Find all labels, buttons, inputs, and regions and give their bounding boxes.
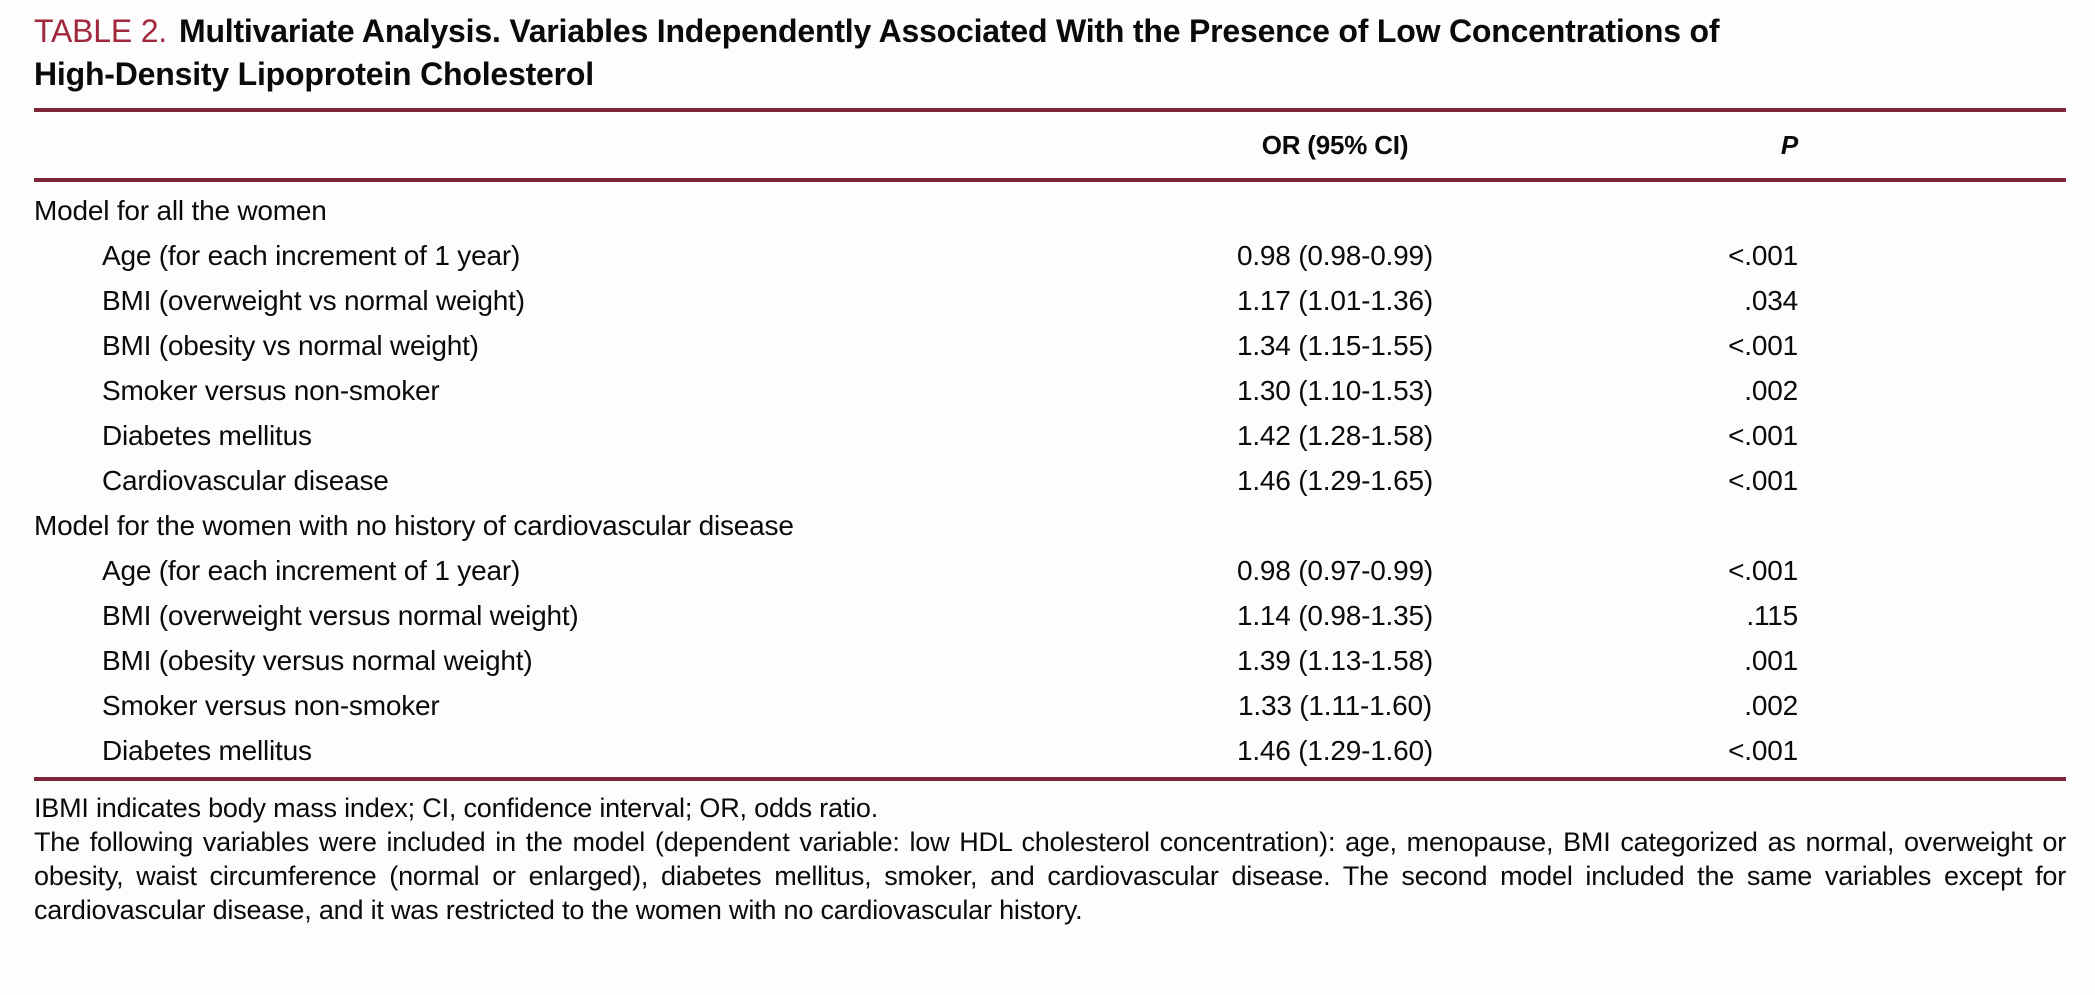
row-p-value: .115	[1746, 599, 1798, 631]
row-variable-label: BMI (overweight vs normal weight)	[102, 284, 525, 316]
row-variable-label: Model for all the women	[34, 194, 327, 226]
row-variable-label: BMI (obesity vs normal weight)	[102, 329, 479, 361]
table-title-line2: High-Density Lipoprotein Cholesterol	[34, 56, 594, 92]
table-row: Cardiovascular disease 1.46 (1.29-1.65) …	[34, 458, 2066, 503]
footnotes: IBMI indicates body mass index; CI, conf…	[34, 791, 2066, 927]
row-or-value: 1.30 (1.10-1.53)	[1236, 374, 1434, 406]
row-or-value: 0.98 (0.97-0.99)	[1236, 554, 1434, 586]
row-or-value: 1.46 (1.29-1.60)	[1236, 734, 1434, 766]
rule-bottom	[34, 777, 2066, 781]
row-variable-label: Smoker versus non-smoker	[102, 374, 440, 406]
table-body: Model for all the women Age (for each in…	[34, 182, 2066, 777]
row-or-value: 1.42 (1.28-1.58)	[1236, 419, 1434, 451]
table-row: Age (for each increment of 1 year) 0.98 …	[34, 233, 2066, 278]
table-row: Diabetes mellitus 1.46 (1.29-1.60) <.001	[34, 728, 2066, 773]
row-variable-label: Diabetes mellitus	[102, 419, 312, 451]
rule-top	[34, 108, 2066, 112]
row-variable-label: BMI (obesity versus normal weight)	[102, 644, 533, 676]
row-or-value: 1.34 (1.15-1.55)	[1236, 329, 1434, 361]
table-row: Model for the women with no history of c…	[34, 503, 2066, 548]
row-p-value: <.001	[1728, 419, 1798, 451]
page-title: TABLE 2. Multivariate Analysis. Variables…	[34, 10, 2066, 96]
row-p-value: .001	[1744, 644, 1798, 676]
row-p-value: <.001	[1728, 329, 1798, 361]
row-p-value: <.001	[1728, 734, 1798, 766]
table-row: BMI (overweight versus normal weight) 1.…	[34, 593, 2066, 638]
table-row: Smoker versus non-smoker 1.33 (1.11-1.60…	[34, 683, 2066, 728]
footnote-abbreviations: IBMI indicates body mass index; CI, conf…	[34, 793, 878, 823]
row-p-value: .002	[1744, 689, 1798, 721]
row-variable-label: Smoker versus non-smoker	[102, 689, 440, 721]
row-p-value: .002	[1744, 374, 1798, 406]
row-p-value: <.001	[1728, 464, 1798, 496]
row-or-value: 1.17 (1.01-1.36)	[1236, 284, 1434, 316]
table-number-label: TABLE 2.	[34, 13, 167, 49]
table-header-row: OR (95% CI) P	[34, 112, 2066, 178]
row-variable-label: Diabetes mellitus	[102, 734, 312, 766]
row-variable-label: Age (for each increment of 1 year)	[102, 239, 521, 271]
column-header-or: OR (95% CI)	[1261, 129, 1409, 160]
row-variable-label: Model for the women with no history of c…	[34, 509, 794, 541]
row-or-value: 1.33 (1.11-1.60)	[1238, 689, 1432, 721]
table-row: BMI (obesity vs normal weight) 1.34 (1.1…	[34, 323, 2066, 368]
table-row: Age (for each increment of 1 year) 0.98 …	[34, 548, 2066, 593]
row-variable-label: Cardiovascular disease	[102, 464, 389, 496]
table-row: BMI (obesity versus normal weight) 1.39 …	[34, 638, 2066, 683]
row-variable-label: Age (for each increment of 1 year)	[102, 554, 521, 586]
row-variable-label: BMI (overweight versus normal weight)	[102, 599, 579, 631]
row-or-value: 1.14 (0.98-1.35)	[1236, 599, 1434, 631]
row-p-value: <.001	[1728, 239, 1798, 271]
rule-header	[34, 178, 2066, 182]
table-row: Diabetes mellitus 1.42 (1.28-1.58) <.001	[34, 413, 2066, 458]
row-p-value: .034	[1744, 284, 1798, 316]
footnote-note: The following variables were included in…	[34, 827, 2066, 925]
row-or-value: 0.98 (0.98-0.99)	[1236, 239, 1434, 271]
row-or-value: 1.46 (1.29-1.65)	[1236, 464, 1434, 496]
table-row: Smoker versus non-smoker 1.30 (1.10-1.53…	[34, 368, 2066, 413]
table-title-line1: Multivariate Analysis. Variables Indepen…	[178, 13, 1720, 49]
row-p-value: <.001	[1728, 554, 1798, 586]
row-or-value: 1.39 (1.13-1.58)	[1236, 644, 1434, 676]
table-row: BMI (overweight vs normal weight) 1.17 (…	[34, 278, 2066, 323]
table-row: Model for all the women	[34, 188, 2066, 233]
column-header-p: P	[1780, 129, 1798, 160]
